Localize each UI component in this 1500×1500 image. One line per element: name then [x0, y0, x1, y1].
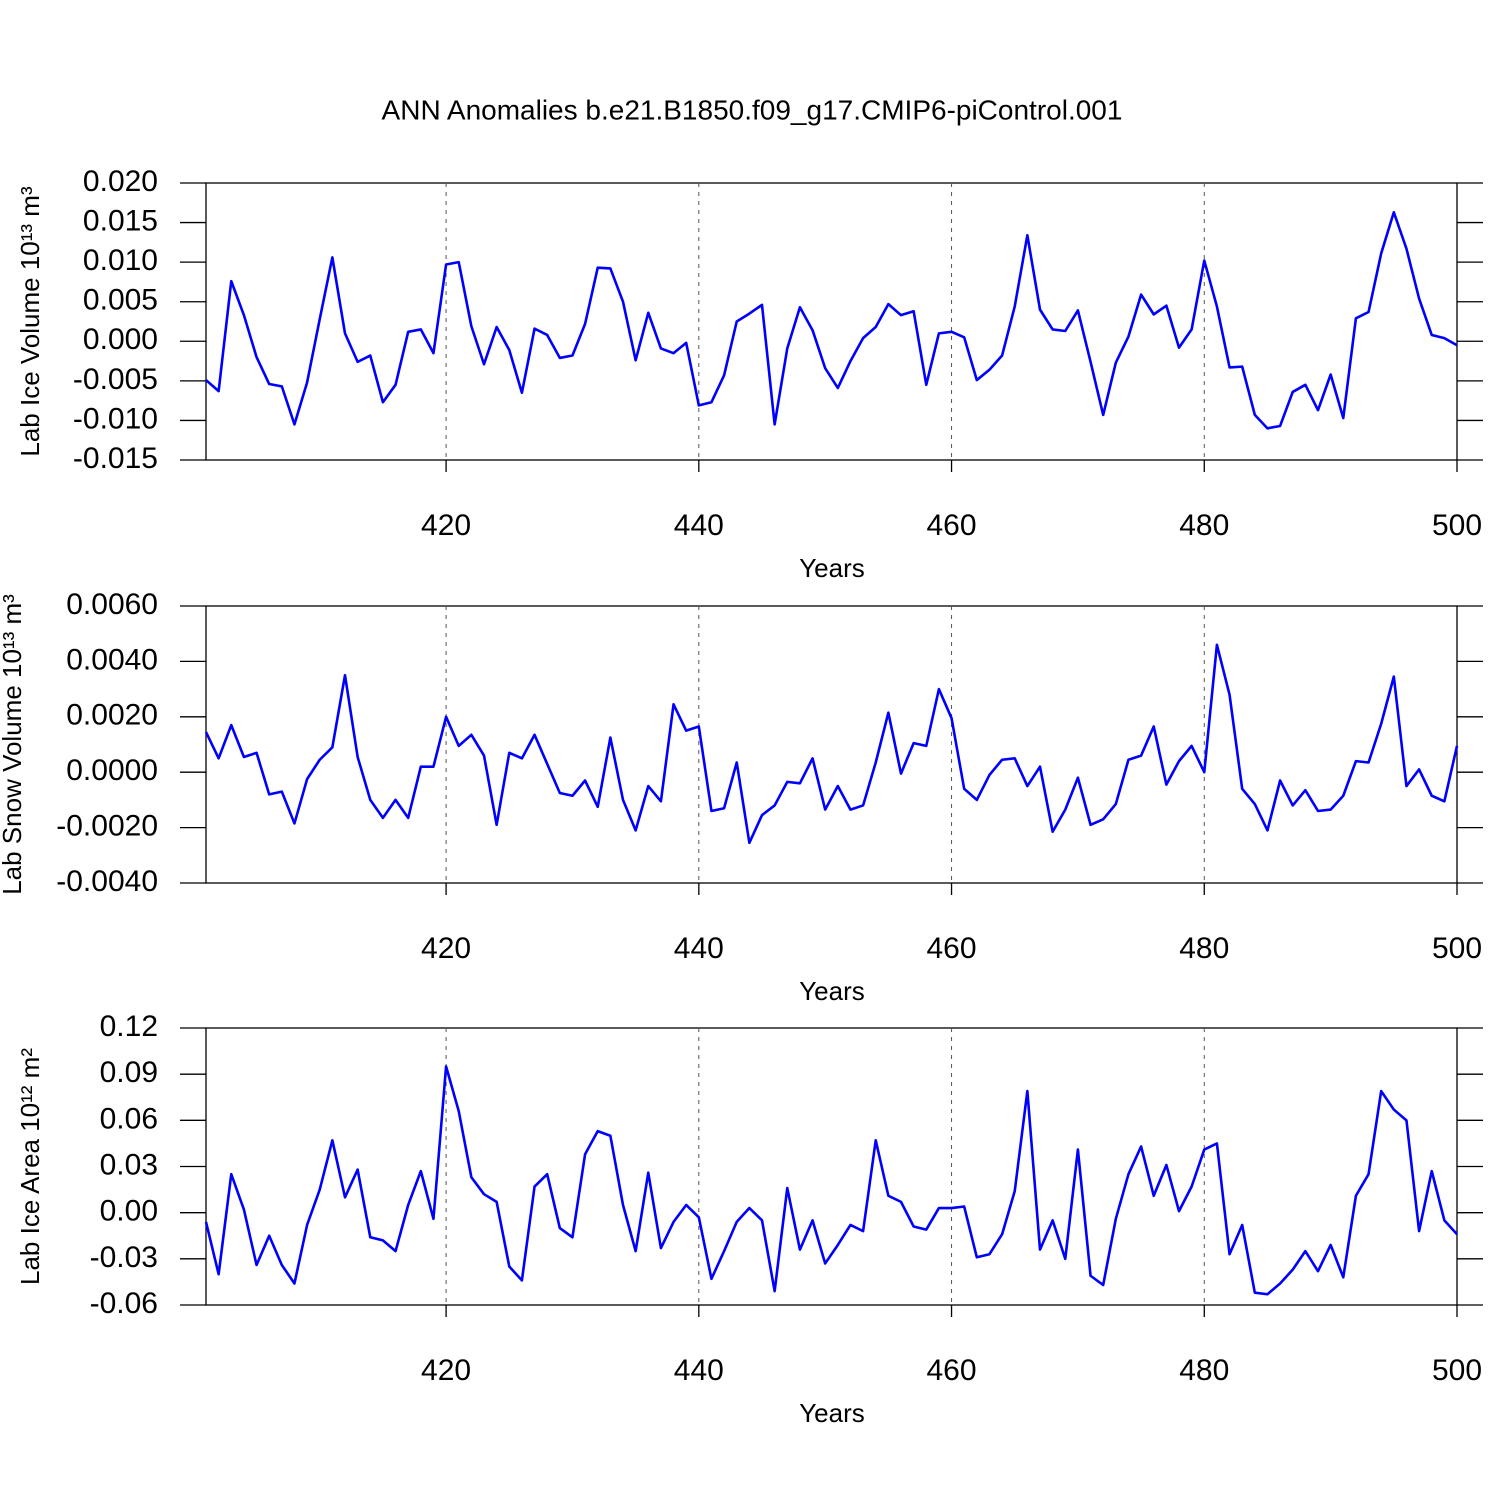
y-tick-label: -0.010: [73, 402, 158, 435]
y-tick-label: 0.00: [100, 1195, 158, 1228]
x-tick-label: 500: [1432, 932, 1482, 965]
y-tick-label: 0.0060: [66, 588, 158, 621]
x-axis-label: Years: [799, 976, 865, 1006]
y-axis-label: Lab Snow Volume 10¹³ m³: [0, 594, 27, 895]
data-line: [205, 210, 1458, 430]
y-tick-label: 0.06: [100, 1102, 158, 1135]
y-tick-label: 0.0020: [66, 699, 158, 732]
x-tick-label: 460: [927, 1354, 977, 1387]
x-tick-label: 420: [421, 509, 471, 542]
y-tick-label: 0.010: [83, 244, 158, 277]
x-tick-label: 420: [421, 1354, 471, 1387]
y-axis-label: Lab Ice Area 10¹² m²: [15, 1048, 45, 1285]
y-tick-label: 0.09: [100, 1056, 158, 1089]
x-tick-label: 480: [1179, 1354, 1229, 1387]
x-tick-label: 420: [421, 932, 471, 965]
x-tick-label: 440: [674, 1354, 724, 1387]
plot-frame: [205, 605, 1458, 884]
y-tick-label: 0.005: [83, 284, 158, 317]
y-tick-label: -0.015: [73, 442, 158, 475]
y-tick-label: 0.12: [100, 1010, 158, 1043]
y-tick-label: -0.005: [73, 363, 158, 396]
data-line: [204, 643, 1459, 845]
plot-frame: [205, 182, 1458, 461]
y-axis-label: Lab Ice Volume 10¹³ m³: [15, 186, 45, 457]
y-tick-label: 0.020: [83, 165, 158, 198]
y-tick-label: -0.03: [90, 1241, 158, 1274]
y-tick-label: 0.000: [83, 323, 158, 356]
y-tick-label: -0.0040: [56, 865, 158, 898]
x-axis-label: Years: [799, 1398, 865, 1428]
x-tick-label: 460: [927, 509, 977, 542]
x-tick-label: 500: [1432, 509, 1482, 542]
x-tick-label: 480: [1179, 932, 1229, 965]
x-tick-label: 480: [1179, 509, 1229, 542]
x-tick-label: 460: [927, 932, 977, 965]
y-tick-label: -0.06: [90, 1287, 158, 1320]
x-tick-label: 500: [1432, 1354, 1482, 1387]
y-tick-label: 0.0040: [66, 643, 158, 676]
plot-frame: [205, 1027, 1458, 1306]
y-tick-label: -0.0020: [56, 810, 158, 843]
y-tick-label: 0.0000: [66, 754, 158, 787]
chart-title: ANN Anomalies b.e21.B1850.f09_g17.CMIP6-…: [382, 94, 1123, 125]
x-tick-label: 440: [674, 932, 724, 965]
x-tick-label: 440: [674, 509, 724, 542]
x-axis-label: Years: [799, 553, 865, 583]
y-tick-label: 0.015: [83, 204, 158, 237]
y-tick-label: 0.03: [100, 1148, 158, 1181]
data-line: [204, 1065, 1458, 1296]
